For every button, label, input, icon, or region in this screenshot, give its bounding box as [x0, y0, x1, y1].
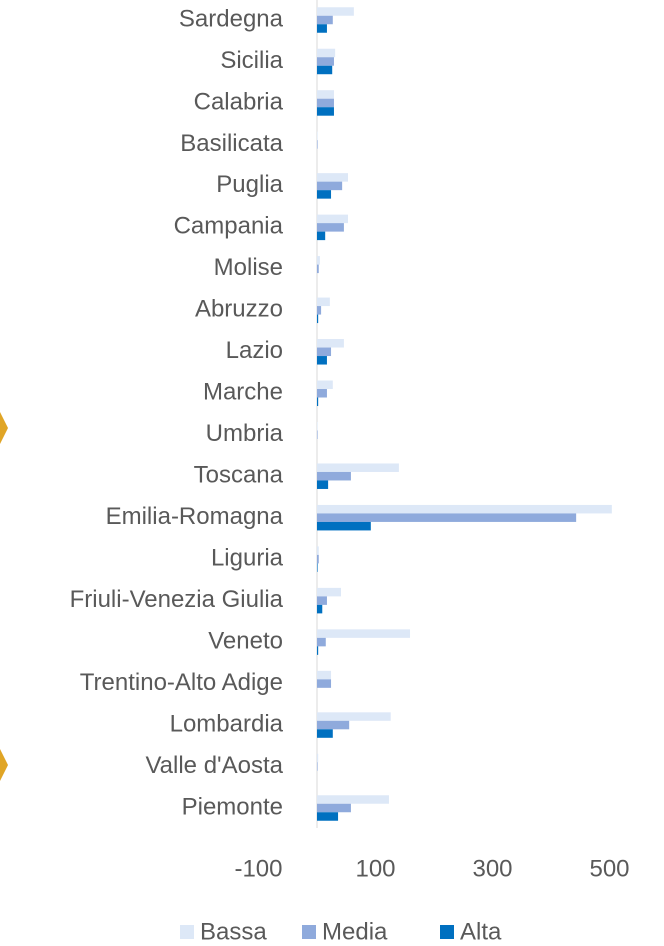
bar — [317, 679, 332, 688]
y-tick-label: Veneto — [208, 627, 283, 654]
y-tick-label: Friuli-Venezia Giulia — [70, 586, 284, 613]
x-tick-label: 100 — [355, 855, 395, 882]
bar — [317, 587, 341, 597]
legend-swatch — [302, 925, 316, 939]
bar — [317, 670, 332, 680]
bar — [317, 729, 333, 738]
bar — [317, 190, 332, 199]
bar — [317, 90, 334, 99]
legend-swatch — [180, 925, 194, 939]
bar — [317, 712, 391, 721]
y-tick-label: Lazio — [226, 337, 283, 364]
bar — [317, 24, 327, 33]
y-tick-label: Calabria — [194, 88, 284, 115]
y-tick-label: Liguria — [211, 545, 284, 572]
bar — [317, 297, 330, 307]
decoration — [0, 749, 8, 781]
x-tick-label: -100 — [234, 855, 282, 882]
bar — [317, 629, 411, 638]
decoration — [0, 412, 8, 444]
y-tick-label: Lombardia — [170, 710, 284, 737]
bar — [317, 720, 350, 730]
bar — [317, 65, 333, 75]
bar — [317, 521, 371, 531]
y-tick-label: Umbria — [206, 420, 284, 447]
bar — [317, 430, 318, 439]
bar — [317, 214, 349, 224]
bar — [317, 314, 319, 324]
bar — [317, 57, 334, 66]
bar — [317, 421, 318, 431]
y-tick-label: Sardegna — [179, 5, 284, 32]
bar — [317, 803, 351, 813]
bar — [317, 264, 319, 274]
bar — [317, 504, 612, 514]
bar — [317, 546, 319, 555]
bar — [317, 513, 577, 522]
bar — [317, 15, 333, 25]
y-tick-label: Basilicata — [180, 130, 283, 157]
legend-label: Bassa — [200, 918, 267, 945]
bar — [317, 339, 344, 348]
y-tick-label: Toscana — [194, 462, 284, 489]
bar — [317, 98, 334, 108]
bar — [317, 463, 399, 472]
bar — [317, 256, 320, 265]
y-tick-label: Trentino-Alto Adige — [80, 669, 283, 696]
bar — [317, 389, 327, 398]
bar — [317, 596, 327, 605]
bar — [317, 173, 349, 182]
bar — [317, 637, 326, 647]
bar — [317, 107, 334, 116]
bar — [317, 554, 319, 564]
y-tick-label: Campania — [174, 213, 284, 240]
bar — [317, 762, 318, 771]
bar — [317, 471, 351, 481]
legend-label: Media — [322, 918, 388, 945]
bar — [317, 223, 344, 232]
bar — [317, 140, 318, 149]
y-tick-label: Valle d'Aosta — [145, 752, 283, 779]
bar — [317, 181, 343, 191]
bar — [317, 347, 332, 357]
x-tick-label: 300 — [472, 855, 512, 882]
y-tick-label: Abruzzo — [195, 296, 283, 323]
bar — [317, 306, 322, 315]
y-tick-label: Piemonte — [182, 793, 283, 820]
y-tick-label: Puglia — [216, 171, 283, 198]
bar — [317, 356, 327, 365]
y-tick-label: Marche — [203, 379, 283, 406]
bar — [317, 131, 318, 141]
bar — [317, 604, 323, 614]
y-tick-label: Molise — [214, 254, 283, 281]
bar — [317, 480, 329, 489]
bar — [317, 646, 319, 655]
bar — [317, 563, 318, 572]
x-tick-label: 500 — [589, 855, 629, 882]
legend-swatch — [440, 925, 454, 939]
bar — [317, 753, 319, 763]
bar — [317, 48, 336, 58]
bar — [317, 397, 319, 407]
legend-label: Alta — [460, 918, 502, 945]
bar — [317, 231, 326, 241]
bar — [317, 380, 333, 390]
bar — [317, 812, 339, 821]
y-tick-label: Sicilia — [220, 47, 283, 74]
bar — [317, 7, 354, 16]
y-tick-label: Emilia-Romagna — [106, 503, 284, 530]
bar — [317, 795, 389, 804]
